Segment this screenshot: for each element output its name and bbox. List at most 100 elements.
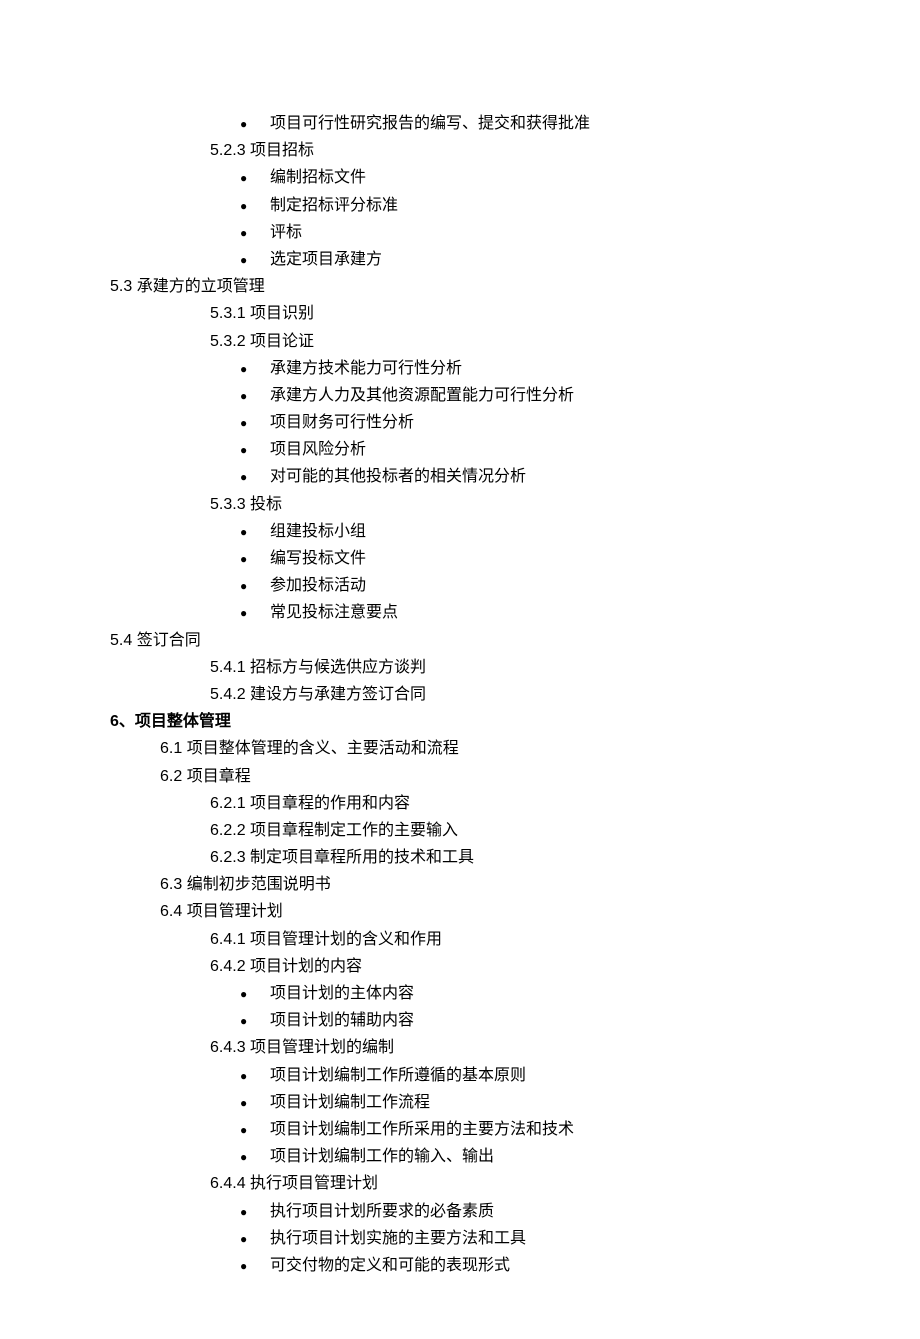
bullet-text: 项目计划的辅助内容 bbox=[270, 1007, 414, 1034]
bullet-text: 承建方人力及其他资源配置能力可行性分析 bbox=[270, 382, 574, 409]
bullet-text: 编写投标文件 bbox=[270, 545, 366, 572]
bullet-item: ●承建方技术能力可行性分析 bbox=[240, 355, 810, 382]
bullet-icon: ● bbox=[240, 413, 270, 433]
bullet-text: 项目可行性研究报告的编写、提交和获得批准 bbox=[270, 110, 590, 137]
outline-item: 5.4.1 招标方与候选供应方谈判 bbox=[210, 654, 810, 681]
bullet-text: 项目财务可行性分析 bbox=[270, 409, 414, 436]
outline-item: 5.4.2 建设方与承建方签订合同 bbox=[210, 681, 810, 708]
bullet-icon: ● bbox=[240, 359, 270, 379]
bullet-text: 常见投标注意要点 bbox=[270, 599, 398, 626]
bullet-icon: ● bbox=[240, 196, 270, 216]
outline-item: 6.1 项目整体管理的含义、主要活动和流程 bbox=[160, 735, 810, 762]
bullet-icon: ● bbox=[240, 467, 270, 487]
bullet-icon: ● bbox=[240, 984, 270, 1004]
bullet-text: 项目计划编制工作所采用的主要方法和技术 bbox=[270, 1116, 574, 1143]
bullet-icon: ● bbox=[240, 223, 270, 243]
bullet-item: ●编制招标文件 bbox=[240, 164, 810, 191]
bullet-item: ●项目计划编制工作所采用的主要方法和技术 bbox=[240, 1116, 810, 1143]
bullet-item: ●可交付物的定义和可能的表现形式 bbox=[240, 1252, 810, 1279]
bullet-item: ●项目可行性研究报告的编写、提交和获得批准 bbox=[240, 110, 810, 137]
outline-text: 6.4.1 项目管理计划的含义和作用 bbox=[210, 931, 442, 948]
outline-item: 6.2.3 制定项目章程所用的技术和工具 bbox=[210, 844, 810, 871]
bullet-text: 编制招标文件 bbox=[270, 164, 366, 191]
outline-text: 6.2.1 项目章程的作用和内容 bbox=[210, 795, 410, 812]
outline-item: 6.4.3 项目管理计划的编制 bbox=[210, 1034, 810, 1061]
outline-item: 6.2.2 项目章程制定工作的主要输入 bbox=[210, 817, 810, 844]
bullet-icon: ● bbox=[240, 603, 270, 623]
outline-item: 5.4 签订合同 bbox=[110, 627, 810, 654]
bullet-icon: ● bbox=[240, 114, 270, 134]
bullet-text: 评标 bbox=[270, 219, 302, 246]
outline-item: 5.3.2 项目论证 bbox=[210, 328, 810, 355]
bullet-item: ●选定项目承建方 bbox=[240, 246, 810, 273]
bullet-item: ●项目计划的主体内容 bbox=[240, 980, 810, 1007]
bullet-item: ●项目风险分析 bbox=[240, 436, 810, 463]
bullet-icon: ● bbox=[240, 250, 270, 270]
bullet-text: 项目计划编制工作的输入、输出 bbox=[270, 1143, 494, 1170]
outline-text: 6.4 项目管理计划 bbox=[160, 903, 283, 920]
outline-text: 6.4.4 执行项目管理计划 bbox=[210, 1175, 378, 1192]
outline-item: 6.4.2 项目计划的内容 bbox=[210, 953, 810, 980]
outline-text: 6、项目整体管理 bbox=[110, 713, 231, 730]
outline-item: 5.3 承建方的立项管理 bbox=[110, 273, 810, 300]
bullet-item: ●参加投标活动 bbox=[240, 572, 810, 599]
outline-text: 5.2.3 项目招标 bbox=[210, 142, 314, 159]
bullet-icon: ● bbox=[240, 168, 270, 188]
outline-item: 6.2.1 项目章程的作用和内容 bbox=[210, 790, 810, 817]
outline-text: 5.3.2 项目论证 bbox=[210, 333, 314, 350]
outline-text: 6.3 编制初步范围说明书 bbox=[160, 876, 331, 893]
bullet-icon: ● bbox=[240, 1120, 270, 1140]
document-body: ●项目可行性研究报告的编写、提交和获得批准5.2.3 项目招标●编制招标文件●制… bbox=[110, 110, 810, 1279]
bullet-icon: ● bbox=[240, 1202, 270, 1222]
outline-text: 5.4.2 建设方与承建方签订合同 bbox=[210, 686, 426, 703]
bullet-item: ●对可能的其他投标者的相关情况分析 bbox=[240, 463, 810, 490]
outline-text: 6.2.2 项目章程制定工作的主要输入 bbox=[210, 822, 458, 839]
bullet-icon: ● bbox=[240, 1256, 270, 1276]
outline-item: 5.2.3 项目招标 bbox=[210, 137, 810, 164]
bullet-item: ●评标 bbox=[240, 219, 810, 246]
bullet-icon: ● bbox=[240, 440, 270, 460]
outline-text: 5.4.1 招标方与候选供应方谈判 bbox=[210, 659, 426, 676]
outline-item: 6.2 项目章程 bbox=[160, 763, 810, 790]
bullet-item: ●项目财务可行性分析 bbox=[240, 409, 810, 436]
bullet-item: ●制定招标评分标准 bbox=[240, 192, 810, 219]
outline-item: 6.3 编制初步范围说明书 bbox=[160, 871, 810, 898]
bullet-text: 可交付物的定义和可能的表现形式 bbox=[270, 1252, 510, 1279]
outline-item: 6.4.1 项目管理计划的含义和作用 bbox=[210, 926, 810, 953]
bullet-text: 选定项目承建方 bbox=[270, 246, 382, 273]
bullet-text: 参加投标活动 bbox=[270, 572, 366, 599]
outline-text: 6.1 项目整体管理的含义、主要活动和流程 bbox=[160, 740, 459, 757]
bullet-icon: ● bbox=[240, 1147, 270, 1167]
bullet-item: ●项目计划编制工作流程 bbox=[240, 1089, 810, 1116]
bullet-item: ●组建投标小组 bbox=[240, 518, 810, 545]
outline-text: 5.3.1 项目识别 bbox=[210, 305, 314, 322]
bullet-item: ●执行项目计划所要求的必备素质 bbox=[240, 1198, 810, 1225]
bullet-text: 制定招标评分标准 bbox=[270, 192, 398, 219]
bullet-text: 项目风险分析 bbox=[270, 436, 366, 463]
bullet-text: 组建投标小组 bbox=[270, 518, 366, 545]
bullet-item: ●项目计划编制工作所遵循的基本原则 bbox=[240, 1062, 810, 1089]
bullet-text: 项目计划编制工作流程 bbox=[270, 1089, 430, 1116]
bullet-icon: ● bbox=[240, 576, 270, 596]
outline-text: 6.2.3 制定项目章程所用的技术和工具 bbox=[210, 849, 474, 866]
bullet-text: 项目计划编制工作所遵循的基本原则 bbox=[270, 1062, 526, 1089]
bullet-item: ●项目计划的辅助内容 bbox=[240, 1007, 810, 1034]
bullet-item: ●项目计划编制工作的输入、输出 bbox=[240, 1143, 810, 1170]
bullet-text: 项目计划的主体内容 bbox=[270, 980, 414, 1007]
bullet-text: 执行项目计划实施的主要方法和工具 bbox=[270, 1225, 526, 1252]
section-heading: 6、项目整体管理 bbox=[110, 708, 810, 735]
outline-item: 6.4 项目管理计划 bbox=[160, 898, 810, 925]
bullet-icon: ● bbox=[240, 522, 270, 542]
outline-text: 6.4.3 项目管理计划的编制 bbox=[210, 1039, 394, 1056]
outline-text: 5.3.3 投标 bbox=[210, 496, 282, 513]
outline-text: 5.3 承建方的立项管理 bbox=[110, 278, 265, 295]
bullet-item: ●编写投标文件 bbox=[240, 545, 810, 572]
outline-text: 6.4.2 项目计划的内容 bbox=[210, 958, 362, 975]
outline-item: 5.3.3 投标 bbox=[210, 491, 810, 518]
outline-item: 6.4.4 执行项目管理计划 bbox=[210, 1170, 810, 1197]
outline-text: 5.4 签订合同 bbox=[110, 632, 201, 649]
bullet-text: 执行项目计划所要求的必备素质 bbox=[270, 1198, 494, 1225]
bullet-item: ●常见投标注意要点 bbox=[240, 599, 810, 626]
bullet-icon: ● bbox=[240, 386, 270, 406]
outline-item: 5.3.1 项目识别 bbox=[210, 300, 810, 327]
